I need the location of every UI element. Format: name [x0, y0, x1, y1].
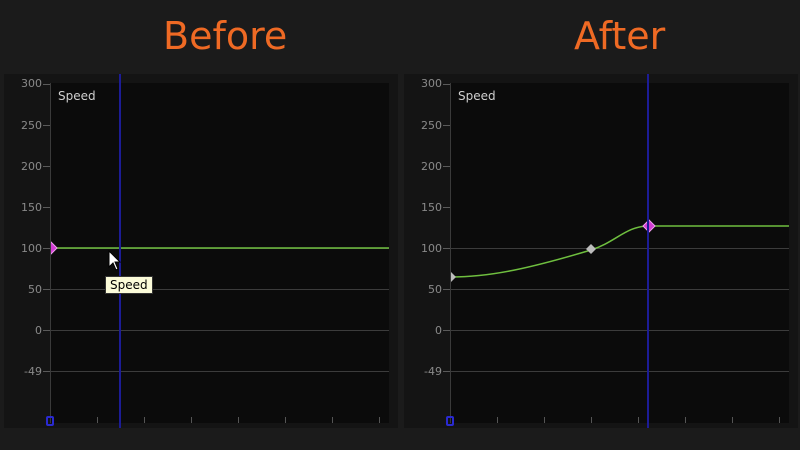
gridline [451, 289, 789, 290]
y-tick-label: 300 [421, 77, 442, 90]
y-tick-mark [43, 84, 50, 85]
y-tick-label: -49 [424, 365, 442, 378]
speed-curve-svg [51, 241, 389, 255]
y-tick-label: 200 [21, 160, 42, 173]
speed-curve[interactable] [451, 225, 789, 278]
gridline [51, 330, 389, 331]
y-tick-mark [443, 166, 450, 167]
y-tick-mark [443, 330, 450, 331]
frame-ruler [51, 415, 389, 423]
graph-area[interactable]: Speed [450, 83, 789, 423]
y-tick-label: 150 [21, 201, 42, 214]
y-tick-mark [43, 289, 50, 290]
before-graph-panel: 300 250 200 150 100 50 0 -49 Speed [4, 74, 398, 428]
keyframe-diamond[interactable] [642, 219, 656, 233]
y-tick-mark [43, 330, 50, 331]
y-tick-mark [43, 371, 50, 372]
keyframe-diamond[interactable] [451, 272, 456, 282]
y-tick-mark [43, 125, 50, 126]
graph-area[interactable]: Speed [50, 83, 389, 423]
y-tick-label: 250 [421, 119, 442, 132]
mouse-cursor-icon [108, 250, 122, 271]
y-tick-mark [443, 248, 450, 249]
after-heading: After [574, 14, 666, 58]
playhead-line[interactable] [647, 74, 649, 428]
y-tick-label: 0 [35, 324, 42, 337]
frame-ruler [451, 415, 789, 423]
gridline [451, 330, 789, 331]
y-tick-mark [43, 248, 50, 249]
series-label: Speed [58, 89, 96, 103]
gridline [451, 371, 789, 372]
gridline [51, 371, 389, 372]
playhead-line[interactable] [119, 74, 121, 428]
y-tick-label: 100 [421, 242, 442, 255]
gridline [451, 248, 789, 249]
y-tick-mark [43, 166, 50, 167]
y-tick-label: 0 [435, 324, 442, 337]
y-tick-label: 300 [21, 77, 42, 90]
y-tick-label: 250 [21, 119, 42, 132]
y-tick-mark [443, 207, 450, 208]
series-label: Speed [458, 89, 496, 103]
after-graph-panel: 300 250 200 150 100 50 0 -49 Speed [404, 74, 798, 428]
speed-curve-svg [451, 219, 789, 282]
y-tick-mark [443, 125, 450, 126]
keyframe-diamond[interactable] [51, 241, 58, 255]
y-tick-label: 50 [428, 283, 442, 296]
start-marker-icon[interactable] [446, 416, 454, 426]
y-tick-label: 200 [421, 160, 442, 173]
y-tick-mark [443, 289, 450, 290]
y-tick-label: 100 [21, 242, 42, 255]
speed-tooltip: Speed [105, 276, 153, 294]
y-tick-label: 150 [421, 201, 442, 214]
y-tick-mark [443, 371, 450, 372]
y-tick-mark [443, 84, 450, 85]
y-tick-mark [43, 207, 50, 208]
keyframe-diamond[interactable] [586, 244, 596, 254]
start-marker-icon[interactable] [46, 416, 54, 426]
y-tick-label: 50 [28, 283, 42, 296]
y-tick-label: -49 [24, 365, 42, 378]
before-heading: Before [163, 14, 288, 58]
gridline [51, 289, 389, 290]
